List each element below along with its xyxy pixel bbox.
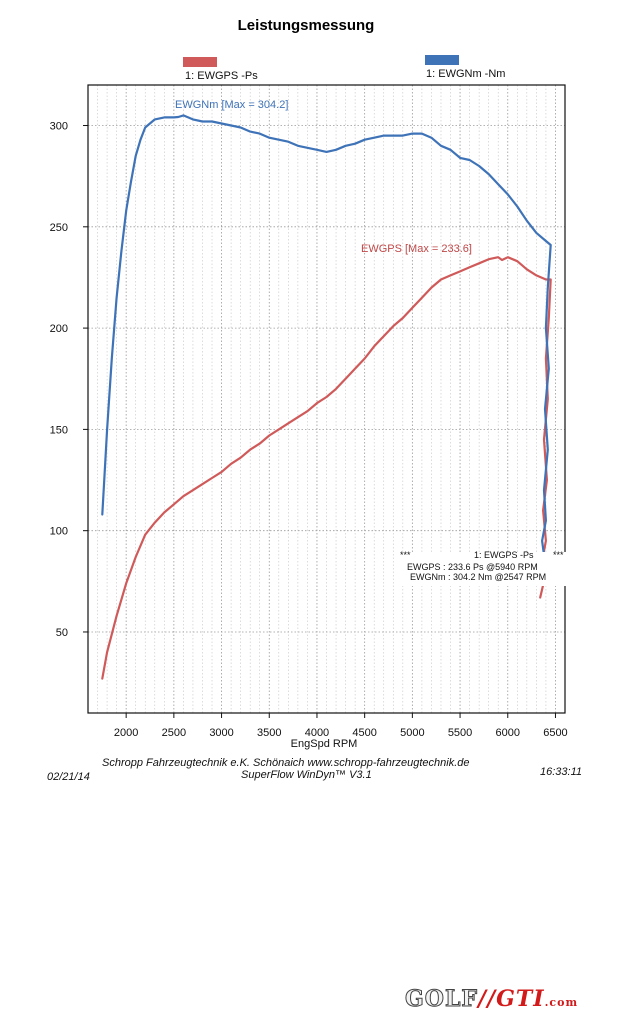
legend-swatch-power bbox=[183, 57, 217, 67]
y-tick-label: 50 bbox=[56, 627, 68, 639]
x-tick-label: 5000 bbox=[400, 727, 424, 739]
grid bbox=[88, 85, 565, 713]
chart-title: Leistungsmessung bbox=[238, 17, 375, 34]
x-tick-label: 2500 bbox=[162, 727, 186, 739]
y-tick-label: 100 bbox=[50, 526, 68, 538]
series-lines bbox=[101, 114, 552, 680]
legend-swatch-torque bbox=[425, 55, 459, 65]
y-tick-label: 150 bbox=[50, 424, 68, 436]
legend-label-power: 1: EWGPS -Ps bbox=[185, 70, 258, 82]
series-line-power bbox=[101, 256, 552, 680]
footer-software: SuperFlow WinDyn™ V3.1 bbox=[241, 769, 372, 781]
summary-header: 1: EWGPS -Ps bbox=[474, 550, 534, 560]
footer-date: 02/21/14 bbox=[47, 771, 90, 783]
logo-golf-text: GOLF bbox=[404, 986, 479, 1013]
y-tick-label: 300 bbox=[50, 121, 68, 133]
golf-gti-logo: GOLF//GTI.com bbox=[404, 986, 579, 1013]
x-tick-label: 3500 bbox=[257, 727, 281, 739]
x-tick-label: 2000 bbox=[114, 727, 138, 739]
x-tick-label: 3000 bbox=[209, 727, 233, 739]
x-tick-label: 4000 bbox=[305, 727, 329, 739]
legend-label-torque: 1: EWGNm -Nm bbox=[426, 68, 505, 80]
logo-gti-text: GTI bbox=[496, 986, 545, 1012]
footer-company: Schropp Fahrzeugtechnik e.K. Schönaich w… bbox=[102, 757, 470, 769]
summary-stars-left: *** bbox=[400, 550, 411, 560]
x-tick-label: 4500 bbox=[352, 727, 376, 739]
y-tick-label: 250 bbox=[50, 222, 68, 234]
x-tick-label: 5500 bbox=[448, 727, 472, 739]
logo-com-text: .com bbox=[544, 996, 579, 1009]
plot-frame bbox=[87, 84, 566, 714]
summary-box: *** 1: EWGPS -Ps *** EWGPS : 233.6 Ps @5… bbox=[400, 550, 570, 586]
summary-stars-right: *** bbox=[553, 550, 564, 560]
footer-time: 16:33:11 bbox=[540, 766, 582, 778]
summary-torque-line: EWGNm : 304.2 Nm @2547 RPM bbox=[410, 572, 546, 582]
logo-slash-icon: // bbox=[478, 986, 497, 1012]
summary-power-line: EWGPS : 233.6 Ps @5940 RPM bbox=[407, 562, 538, 572]
y-tick-label: 200 bbox=[50, 323, 68, 335]
series-line-torque bbox=[101, 114, 552, 573]
legend: 1: EWGPS -Ps 1: EWGNm -Nm bbox=[183, 55, 505, 82]
x-tick-label: 6000 bbox=[496, 727, 520, 739]
x-tick-label: 6500 bbox=[543, 727, 567, 739]
torque-max-annotation: EWGNm [Max = 304.2] bbox=[175, 99, 288, 111]
axis-ticks: 2000 2500 3000 3500 4000 4500 5000 5500 6000 6500… bbox=[50, 121, 568, 739]
power-max-annotation: EWGPS [Max = 233.6] bbox=[361, 243, 472, 255]
summary-background bbox=[400, 552, 570, 586]
x-axis-label: EngSpd RPM bbox=[291, 738, 358, 750]
